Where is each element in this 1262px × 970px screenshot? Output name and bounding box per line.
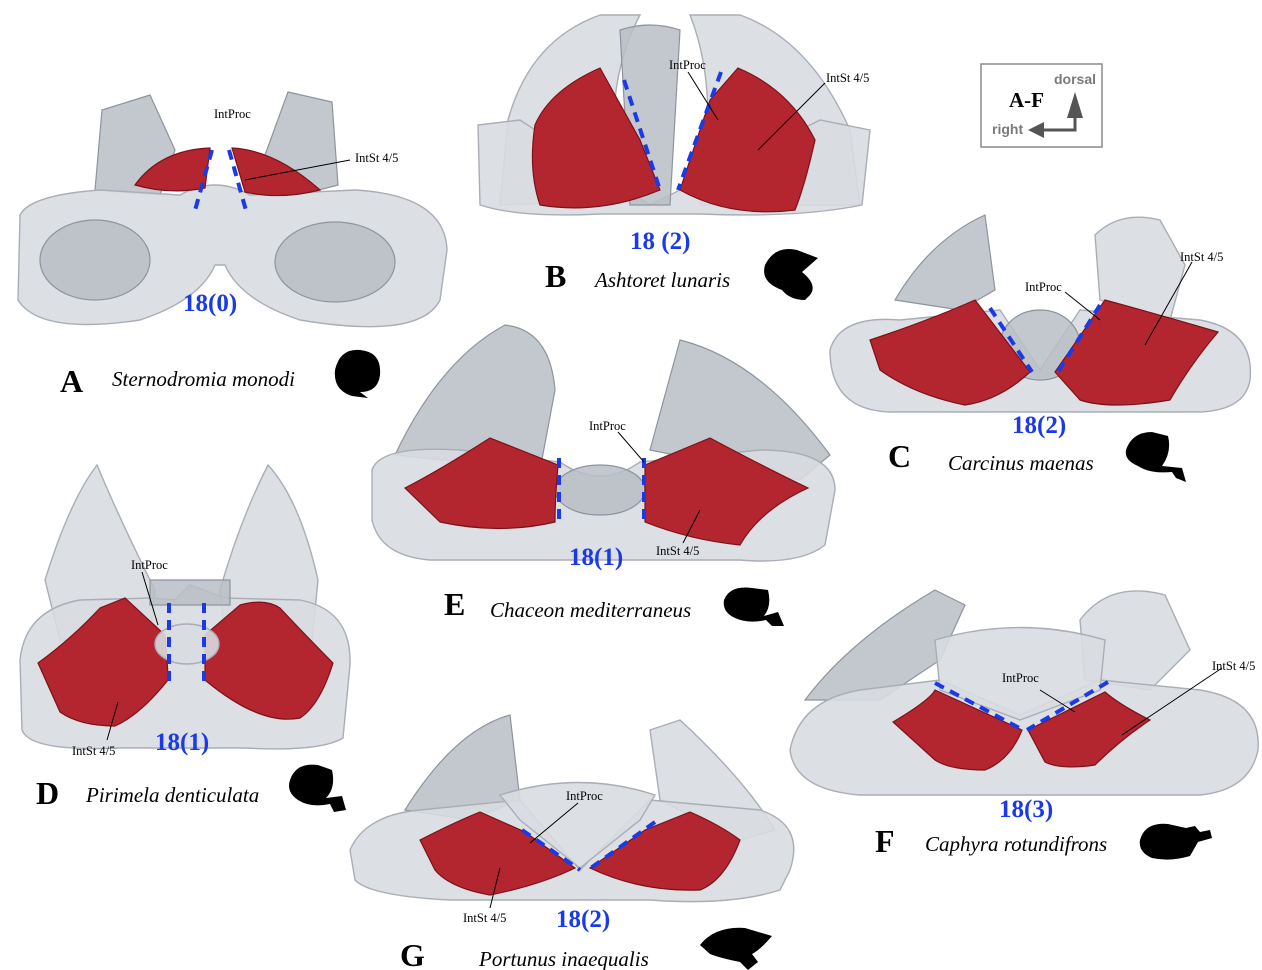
panel-f-intst-leader	[1121, 667, 1223, 736]
panel-d-intst-leader	[106, 701, 119, 741]
right-arrow-icon	[1028, 122, 1044, 138]
panel-c-intproc-label: IntProc	[1025, 280, 1062, 294]
panel-f-right-muscle	[1027, 691, 1152, 768]
panel-g-intst-leader	[489, 867, 501, 909]
orientation-axes	[1040, 118, 1077, 132]
panel-a-right-dash	[227, 149, 249, 215]
panel-c-right-muscle	[1054, 299, 1220, 406]
panel-e-left-muscle	[403, 437, 559, 530]
panel-g-intst-label: IntSt 4/5	[463, 911, 506, 925]
panel-d-formula: 18(1)	[155, 729, 209, 756]
panel-e-intst-label: IntSt 4/5	[656, 544, 699, 558]
panel-b-intst-label: IntSt 4/5	[826, 71, 869, 85]
panel-a-left-dash	[192, 149, 214, 215]
panel-b-formula: 18 (2)	[630, 228, 690, 255]
panel-f-species: Caphyra rotundifrons	[925, 832, 1107, 856]
panel-d: IntProc IntSt 4/5 18(1) D Pirimela denti…	[19, 463, 351, 812]
panel-a-intst-label: IntSt 4/5	[355, 151, 398, 165]
panel-e-crab-silhouette-icon	[723, 587, 784, 626]
panel-g-formula: 18(2)	[556, 906, 610, 933]
panel-c-letter: C	[888, 438, 911, 474]
panel-c-species: Carcinus maenas	[948, 451, 1094, 475]
panel-f-skeleton	[789, 589, 1259, 796]
panel-b-right-dash	[676, 71, 723, 191]
panel-b-letter: B	[545, 258, 566, 294]
panel-c-left-muscle	[869, 299, 1031, 406]
panel-g-left-dash	[520, 828, 582, 872]
panel-c: IntProc IntSt 4/5 18(2) C Carcinus maena…	[829, 214, 1252, 482]
orientation-right-label: right	[992, 121, 1023, 137]
panel-g-crab-silhouette-icon	[700, 927, 772, 970]
panel-b-species: Ashtoret lunaris	[593, 268, 730, 292]
panel-f-intproc-label: IntProc	[1002, 671, 1039, 685]
panel-e-intproc-label: IntProc	[589, 419, 626, 433]
panel-g-right-dash	[586, 820, 657, 872]
panel-c-intst-label: IntSt 4/5	[1180, 250, 1223, 264]
panel-d-letter: D	[36, 775, 59, 811]
panel-f-left-muscle	[891, 689, 1023, 771]
panel-a-species: Sternodromia monodi	[112, 367, 295, 391]
panel-d-intproc-leader	[141, 571, 159, 626]
panel-a-intproc-label: IntProc	[214, 107, 251, 121]
panel-g-species: Portunus inaequalis	[478, 947, 649, 970]
panel-b-right-muscle	[679, 67, 816, 213]
orientation-key: A-F dorsal right	[980, 63, 1103, 148]
dorsal-arrow-icon	[1067, 92, 1083, 118]
panel-d-intproc-label: IntProc	[131, 558, 168, 572]
panel-b-left-dash	[622, 79, 662, 191]
panel-e-species: Chaceon mediterraneus	[490, 598, 691, 622]
panel-a-letter: A	[60, 363, 83, 399]
panel-a: IntProc IntSt 4/5 18(0) A Sternodromia m…	[17, 91, 448, 399]
panel-b-intproc-label: IntProc	[669, 58, 706, 72]
panel-c-formula: 18(2)	[1012, 412, 1066, 439]
panel-c-intst-leader	[1144, 261, 1193, 346]
panel-c-right-dash	[1056, 303, 1102, 374]
panel-e-intproc-leader	[617, 431, 645, 463]
panel-e-skeleton	[371, 324, 836, 562]
panel-a-formula: 18(0)	[183, 290, 237, 317]
panel-d-intproc-process	[154, 623, 220, 665]
panel-a-intst-leader	[244, 159, 351, 181]
panel-g-letter: G	[400, 937, 425, 970]
panel-d-intst-label: IntSt 4/5	[72, 744, 115, 758]
panel-c-skeleton	[829, 214, 1252, 413]
panel-a-crab-silhouette-icon	[334, 349, 381, 398]
panel-f-crab-silhouette-icon	[1139, 823, 1212, 860]
panel-b-intproc-leader	[687, 71, 719, 121]
panel-e: IntProc IntSt 4/5 18(1) E Chaceon medite…	[371, 324, 836, 626]
panel-f-intproc-leader	[1039, 689, 1076, 713]
panel-a-right-muscle	[231, 147, 322, 197]
panel-g-left-muscle	[419, 811, 577, 896]
orientation-title: A-F	[1009, 88, 1044, 112]
panel-f-formula: 18(3)	[999, 796, 1053, 823]
panel-d-species: Pirimela denticulata	[85, 783, 259, 807]
panel-g-intproc-label: IntProc	[566, 789, 603, 803]
panel-f-intst-label: IntSt 4/5	[1212, 659, 1255, 673]
panel-e-letter: E	[444, 586, 465, 622]
panel-e-formula: 18(1)	[569, 544, 623, 571]
orientation-dorsal-label: dorsal	[1054, 71, 1096, 87]
panel-d-crab-silhouette-icon	[289, 764, 346, 812]
panel-b-left-muscle	[531, 67, 661, 209]
panel-g: IntProc IntSt 4/5 18(2) G Portunus inaeq…	[349, 714, 795, 970]
panel-c-intproc-leader	[1064, 291, 1101, 321]
panel-f-letter: F	[875, 823, 895, 859]
panel-b-intst-leader	[757, 82, 826, 151]
panel-f: IntProc IntSt 4/5 18(3) F Caphyra rotund…	[789, 589, 1259, 860]
panel-g-right-muscle	[588, 811, 741, 891]
panel-b: IntProc IntSt 4/5 18 (2) B Ashtoret luna…	[477, 14, 871, 300]
panel-b-crab-silhouette-icon	[764, 249, 818, 300]
panel-c-crab-silhouette-icon	[1125, 432, 1186, 482]
panel-e-intst-leader	[682, 509, 701, 544]
panel-g-intproc-leader	[529, 802, 579, 844]
panel-a-left-muscle	[134, 147, 211, 192]
panel-c-left-dash	[988, 306, 1034, 374]
panel-d-right-muscle	[204, 601, 334, 720]
